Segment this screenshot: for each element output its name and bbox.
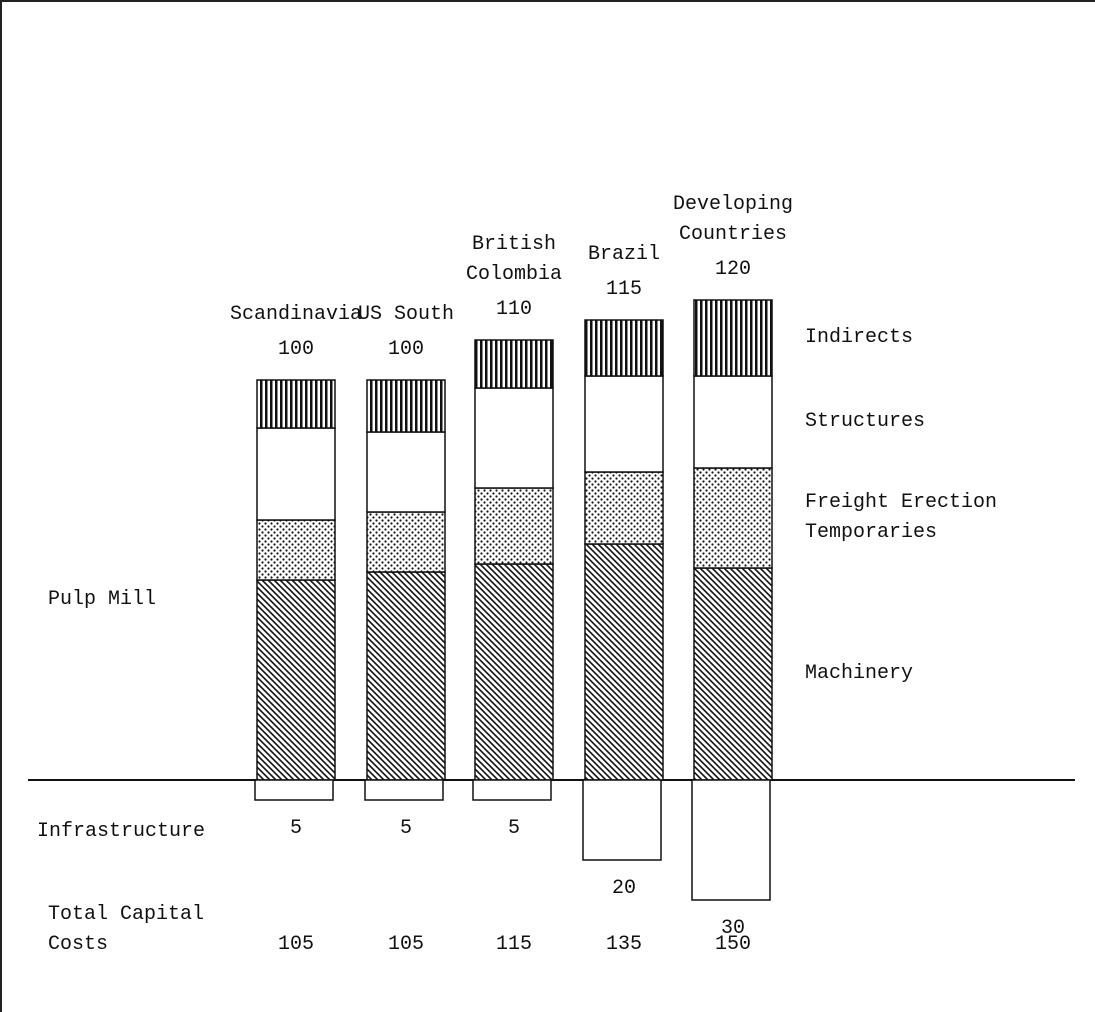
subtitle: Pulp Mill — [48, 588, 157, 611]
total-value: 115 — [605, 278, 642, 301]
bar-segment — [474, 387, 554, 489]
category-label: Brazil — [587, 243, 660, 266]
infra-value: 5 — [399, 817, 412, 840]
bar-segment — [582, 779, 662, 861]
total-value: 120 — [714, 258, 751, 281]
bar-segment — [256, 379, 336, 429]
capital-cost: 105 — [277, 933, 314, 956]
bar-segment — [693, 467, 773, 569]
category-label: Developing Countries — [672, 193, 794, 246]
capital-cost: 150 — [714, 933, 751, 956]
bar-segment — [693, 567, 773, 781]
bar-segment — [472, 779, 552, 801]
bar-segment — [256, 579, 336, 781]
legend-label: Freight Erection Temporaries — [805, 491, 998, 544]
legend-label: Indirects — [805, 326, 914, 349]
bar-segment — [584, 375, 664, 473]
infra-value: 5 — [289, 817, 302, 840]
bar-segment — [474, 487, 554, 565]
total-label: Total Capital Costs — [48, 903, 205, 956]
bar-segment — [584, 543, 664, 781]
bar-segment — [256, 519, 336, 581]
capital-cost: 135 — [605, 933, 642, 956]
legend-label: Infrastructure — [37, 820, 206, 843]
category-label: US South — [357, 303, 454, 326]
bar-segment — [693, 299, 773, 377]
legend-label: Machinery — [805, 662, 914, 685]
category-label: British Colombia — [465, 233, 562, 286]
infra-value: 5 — [507, 817, 520, 840]
bar-segment — [366, 571, 446, 781]
bar-segment — [474, 563, 554, 781]
bar-segment — [474, 339, 554, 389]
bar-segment — [693, 375, 773, 469]
bar-segment — [366, 379, 446, 433]
legend-label: Structures — [805, 410, 926, 433]
bar-segment — [366, 431, 446, 513]
capital-cost: 115 — [495, 933, 532, 956]
bar-segment — [256, 427, 336, 521]
bar-segment — [691, 779, 771, 901]
category-label: Scandinavia — [229, 303, 363, 326]
total-value: 100 — [387, 338, 424, 361]
bar-segment — [584, 319, 664, 377]
bar-segment — [584, 471, 664, 545]
bar-segment — [364, 779, 444, 801]
bar-segment — [254, 779, 334, 801]
total-value: 100 — [277, 338, 314, 361]
infra-value: 20 — [611, 877, 636, 900]
bar-segment — [366, 511, 446, 573]
capital-cost: 105 — [387, 933, 424, 956]
total-value: 110 — [495, 298, 532, 321]
infra-value: 30 — [720, 917, 745, 940]
